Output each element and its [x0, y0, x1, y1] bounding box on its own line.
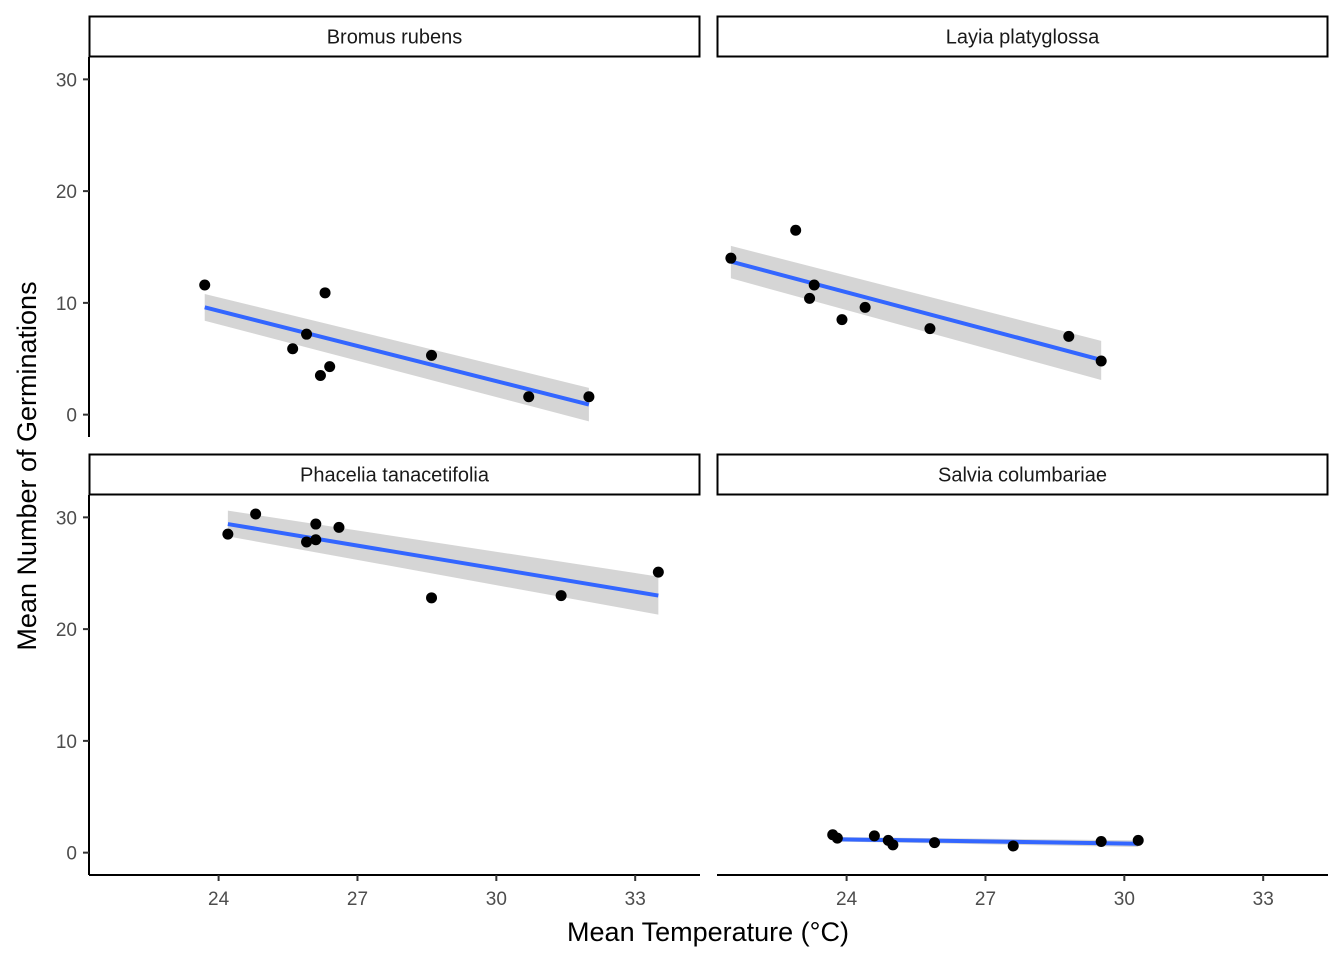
data-point: [836, 314, 848, 326]
data-point: [725, 252, 737, 264]
fit-line: [730, 259, 1102, 362]
facet-panel: Bromus rubens 0 10 20 30: [56, 15, 701, 437]
y-tick-label: 20: [56, 620, 77, 641]
data-point: [1095, 835, 1107, 847]
data-point: [804, 292, 816, 304]
data-point: [324, 361, 336, 373]
facet-strip: [716, 15, 1329, 58]
facet-panel: Salvia columbariae 24 27 30 33: [716, 453, 1329, 910]
x-tick-label: 24: [836, 889, 858, 910]
data-point: [859, 301, 871, 313]
data-point: [887, 839, 899, 851]
y-axis-title: Mean Number of Germinations: [12, 281, 42, 650]
data-point: [523, 391, 535, 403]
facet-strip: [88, 453, 701, 496]
data-point: [310, 534, 322, 546]
data-point: [222, 528, 234, 540]
x-tick-label: 30: [486, 889, 507, 910]
data-point: [1007, 840, 1019, 852]
x-tick-label: 27: [975, 889, 996, 910]
data-point: [924, 323, 936, 335]
data-point: [333, 521, 345, 533]
y-tick-label: 10: [56, 732, 77, 753]
x-tick-label: 33: [1253, 889, 1274, 910]
data-point: [652, 566, 664, 578]
data-point: [929, 837, 941, 849]
facet-panel: Layia platyglossa: [716, 15, 1329, 380]
confidence-band: [730, 245, 1102, 380]
y-tick-label: 30: [56, 508, 77, 529]
x-tick-label: 33: [625, 889, 646, 910]
facet-title: Salvia columbariae: [938, 465, 1107, 487]
data-point: [426, 349, 438, 361]
confidence-band: [227, 510, 659, 615]
y-tick-label: 0: [66, 406, 77, 427]
x-tick-label: 30: [1114, 889, 1135, 910]
data-point: [1095, 355, 1107, 367]
facet-title: Phacelia tanacetifolia: [300, 465, 490, 487]
x-axis-title: Mean Temperature (°C): [567, 917, 849, 947]
facet-panel: Phacelia tanacetifolia 0 10 20 30 24 27 30 33: [56, 453, 701, 910]
data-point: [319, 287, 331, 299]
data-point: [250, 508, 262, 520]
facet-strip: [716, 453, 1329, 496]
facet-title: Layia platyglossa: [946, 27, 1100, 49]
data-point: [831, 832, 843, 844]
data-point: [426, 592, 438, 604]
data-point: [287, 343, 299, 355]
data-point: [310, 518, 322, 530]
data-point: [1132, 834, 1144, 846]
data-point: [868, 830, 880, 842]
facet-title: Bromus rubens: [327, 27, 463, 49]
x-tick-label: 27: [347, 889, 368, 910]
fit-line: [204, 305, 590, 407]
data-point: [555, 590, 567, 602]
data-point: [314, 370, 326, 382]
y-tick-label: 30: [56, 70, 77, 91]
data-point: [1063, 330, 1075, 342]
data-point: [808, 279, 820, 291]
y-tick-label: 0: [66, 844, 77, 865]
fit-line: [227, 522, 659, 598]
data-point: [790, 224, 802, 236]
y-tick-label: 10: [56, 294, 77, 315]
data-point: [199, 279, 211, 291]
facet-strip: [88, 15, 701, 58]
data-point: [583, 391, 595, 403]
data-point: [301, 536, 313, 548]
y-tick-label: 20: [56, 182, 77, 203]
x-tick-label: 24: [208, 889, 230, 910]
data-point: [301, 328, 313, 340]
